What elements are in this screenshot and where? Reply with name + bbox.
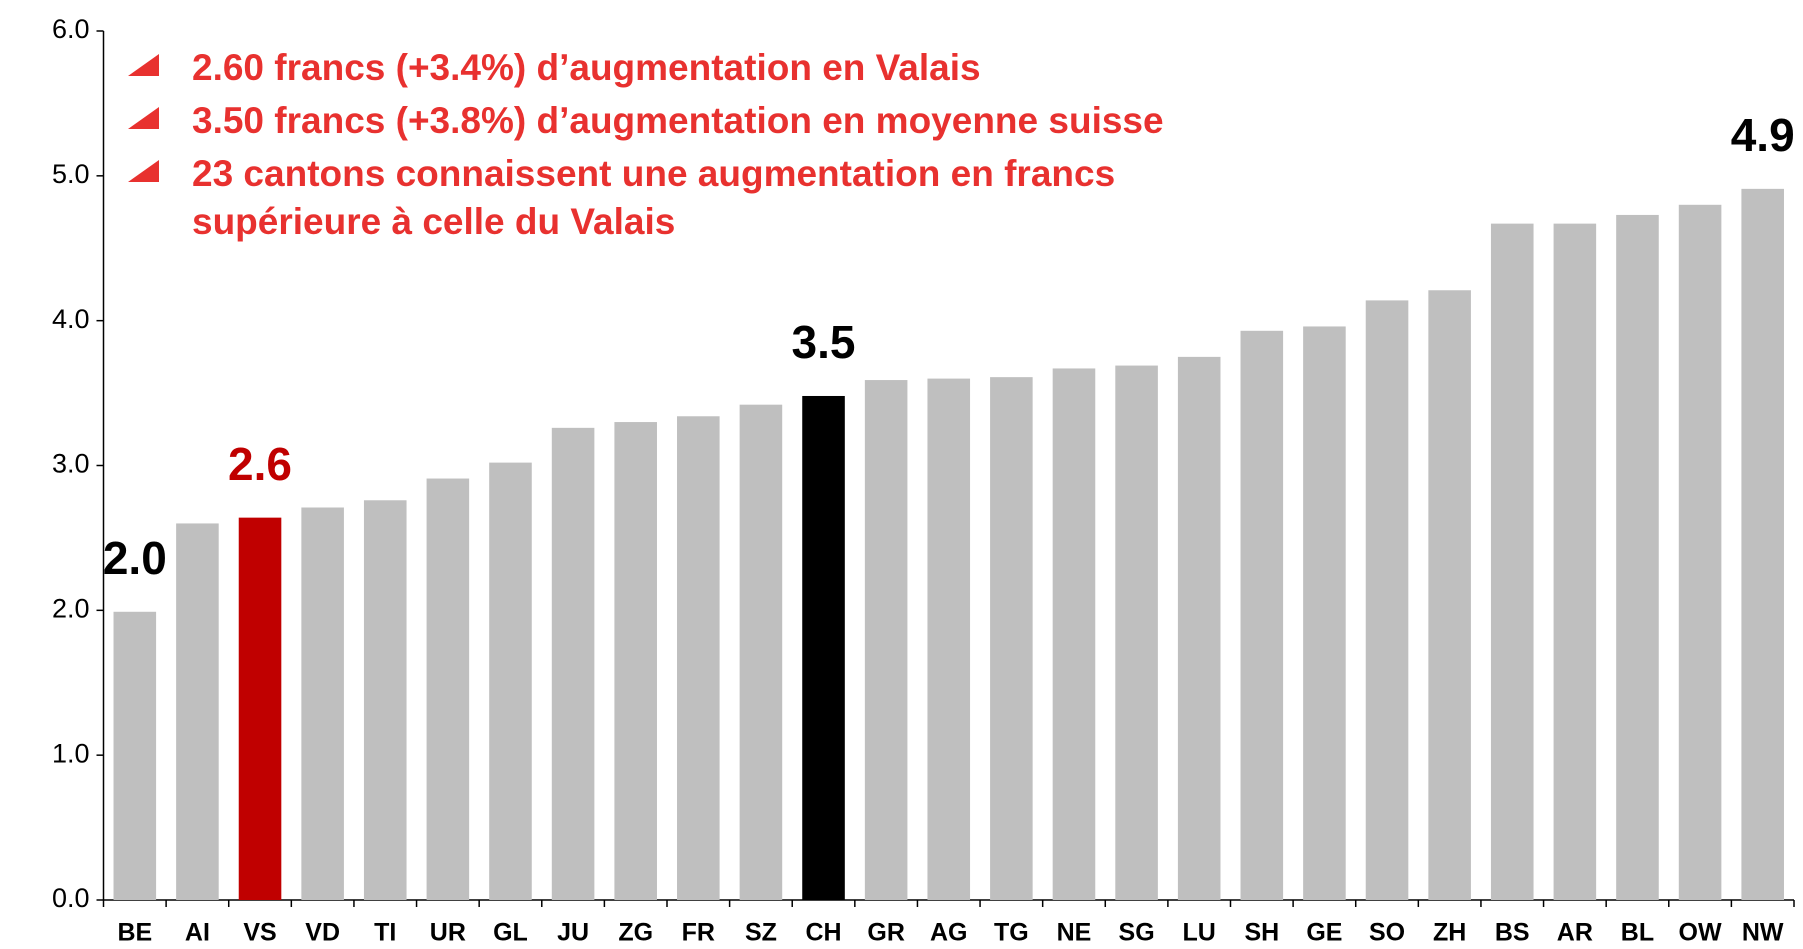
bullet	[128, 54, 159, 76]
bar	[301, 507, 344, 900]
x-tick-label: SZ	[745, 919, 777, 947]
bar	[1553, 223, 1597, 901]
y-tick-label: 3.0	[52, 449, 90, 479]
bar	[1052, 368, 1096, 900]
bar	[739, 404, 783, 900]
bar	[489, 462, 532, 900]
x-tick-label: GR	[867, 919, 905, 947]
x-tick-label: TI	[374, 919, 396, 947]
x-tick-label: VD	[305, 919, 340, 947]
y-tick-label: 0.0	[52, 883, 90, 913]
x-tick-label: BE	[117, 919, 152, 947]
data-label: 2.0	[103, 532, 167, 584]
bar	[426, 478, 470, 900]
x-tick-label: TG	[994, 919, 1029, 947]
bar	[1240, 330, 1284, 900]
x-tick-label: NW	[1742, 919, 1784, 947]
x-tick-label: VS	[243, 919, 276, 947]
bar	[1177, 356, 1221, 900]
x-tick-label: NE	[1057, 919, 1092, 947]
y-tick-label: 4.0	[52, 304, 90, 334]
bar	[1115, 365, 1158, 900]
bar	[1303, 326, 1346, 901]
bar	[1616, 214, 1659, 900]
bar	[1678, 204, 1722, 901]
x-tick-label: LU	[1183, 919, 1216, 947]
note: 3.50 francs (+3.8%) d’augmentation en mo…	[192, 100, 1164, 141]
x-tick-label: AR	[1557, 919, 1593, 947]
y-tick-label: 1.0	[52, 738, 90, 768]
bar	[238, 517, 282, 900]
y-tick-label: 2.0	[52, 593, 90, 623]
x-tick-label: AI	[185, 919, 210, 947]
bullet	[128, 107, 159, 129]
bar	[802, 395, 845, 900]
x-tick-label: AG	[930, 919, 968, 947]
bar	[990, 377, 1033, 900]
x-tick-label: GE	[1306, 919, 1342, 947]
x-tick-label: SH	[1244, 919, 1279, 947]
bar	[614, 422, 657, 900]
x-tick-label: SG	[1119, 919, 1155, 947]
x-tick-label: FR	[682, 919, 715, 947]
bullet	[128, 160, 159, 182]
note: 23 cantons connaissent une augmentation …	[192, 153, 1115, 194]
x-tick-label: UR	[430, 919, 466, 947]
note: 2.60 francs (+3.4%) d’augmentation en Va…	[192, 47, 981, 88]
y-tick-label: 5.0	[52, 159, 90, 189]
data-label: 2.6	[228, 438, 292, 490]
bar	[551, 427, 595, 900]
bar	[363, 500, 407, 900]
y-tick-label: 6.0	[52, 14, 90, 44]
x-tick-label: BS	[1495, 919, 1530, 947]
bar	[1428, 290, 1471, 900]
bar	[1365, 300, 1409, 900]
x-tick-label: ZH	[1433, 919, 1466, 947]
x-tick-label: GL	[493, 919, 528, 947]
x-tick-label: BL	[1621, 919, 1654, 947]
note: supérieure à celle du Valais	[192, 201, 675, 242]
bar	[864, 380, 908, 900]
bar	[1490, 223, 1534, 901]
bar	[113, 611, 157, 900]
bar	[677, 416, 720, 900]
x-tick-label: CH	[805, 919, 841, 947]
bar	[1741, 188, 1784, 900]
bar	[176, 523, 219, 900]
bar	[927, 378, 971, 901]
x-tick-label: SO	[1369, 919, 1405, 947]
data-label: 3.5	[792, 316, 856, 368]
data-label: 4.9	[1731, 109, 1795, 161]
x-tick-label: JU	[557, 919, 589, 947]
x-tick-label: ZG	[618, 919, 653, 947]
x-tick-label: OW	[1679, 919, 1722, 947]
